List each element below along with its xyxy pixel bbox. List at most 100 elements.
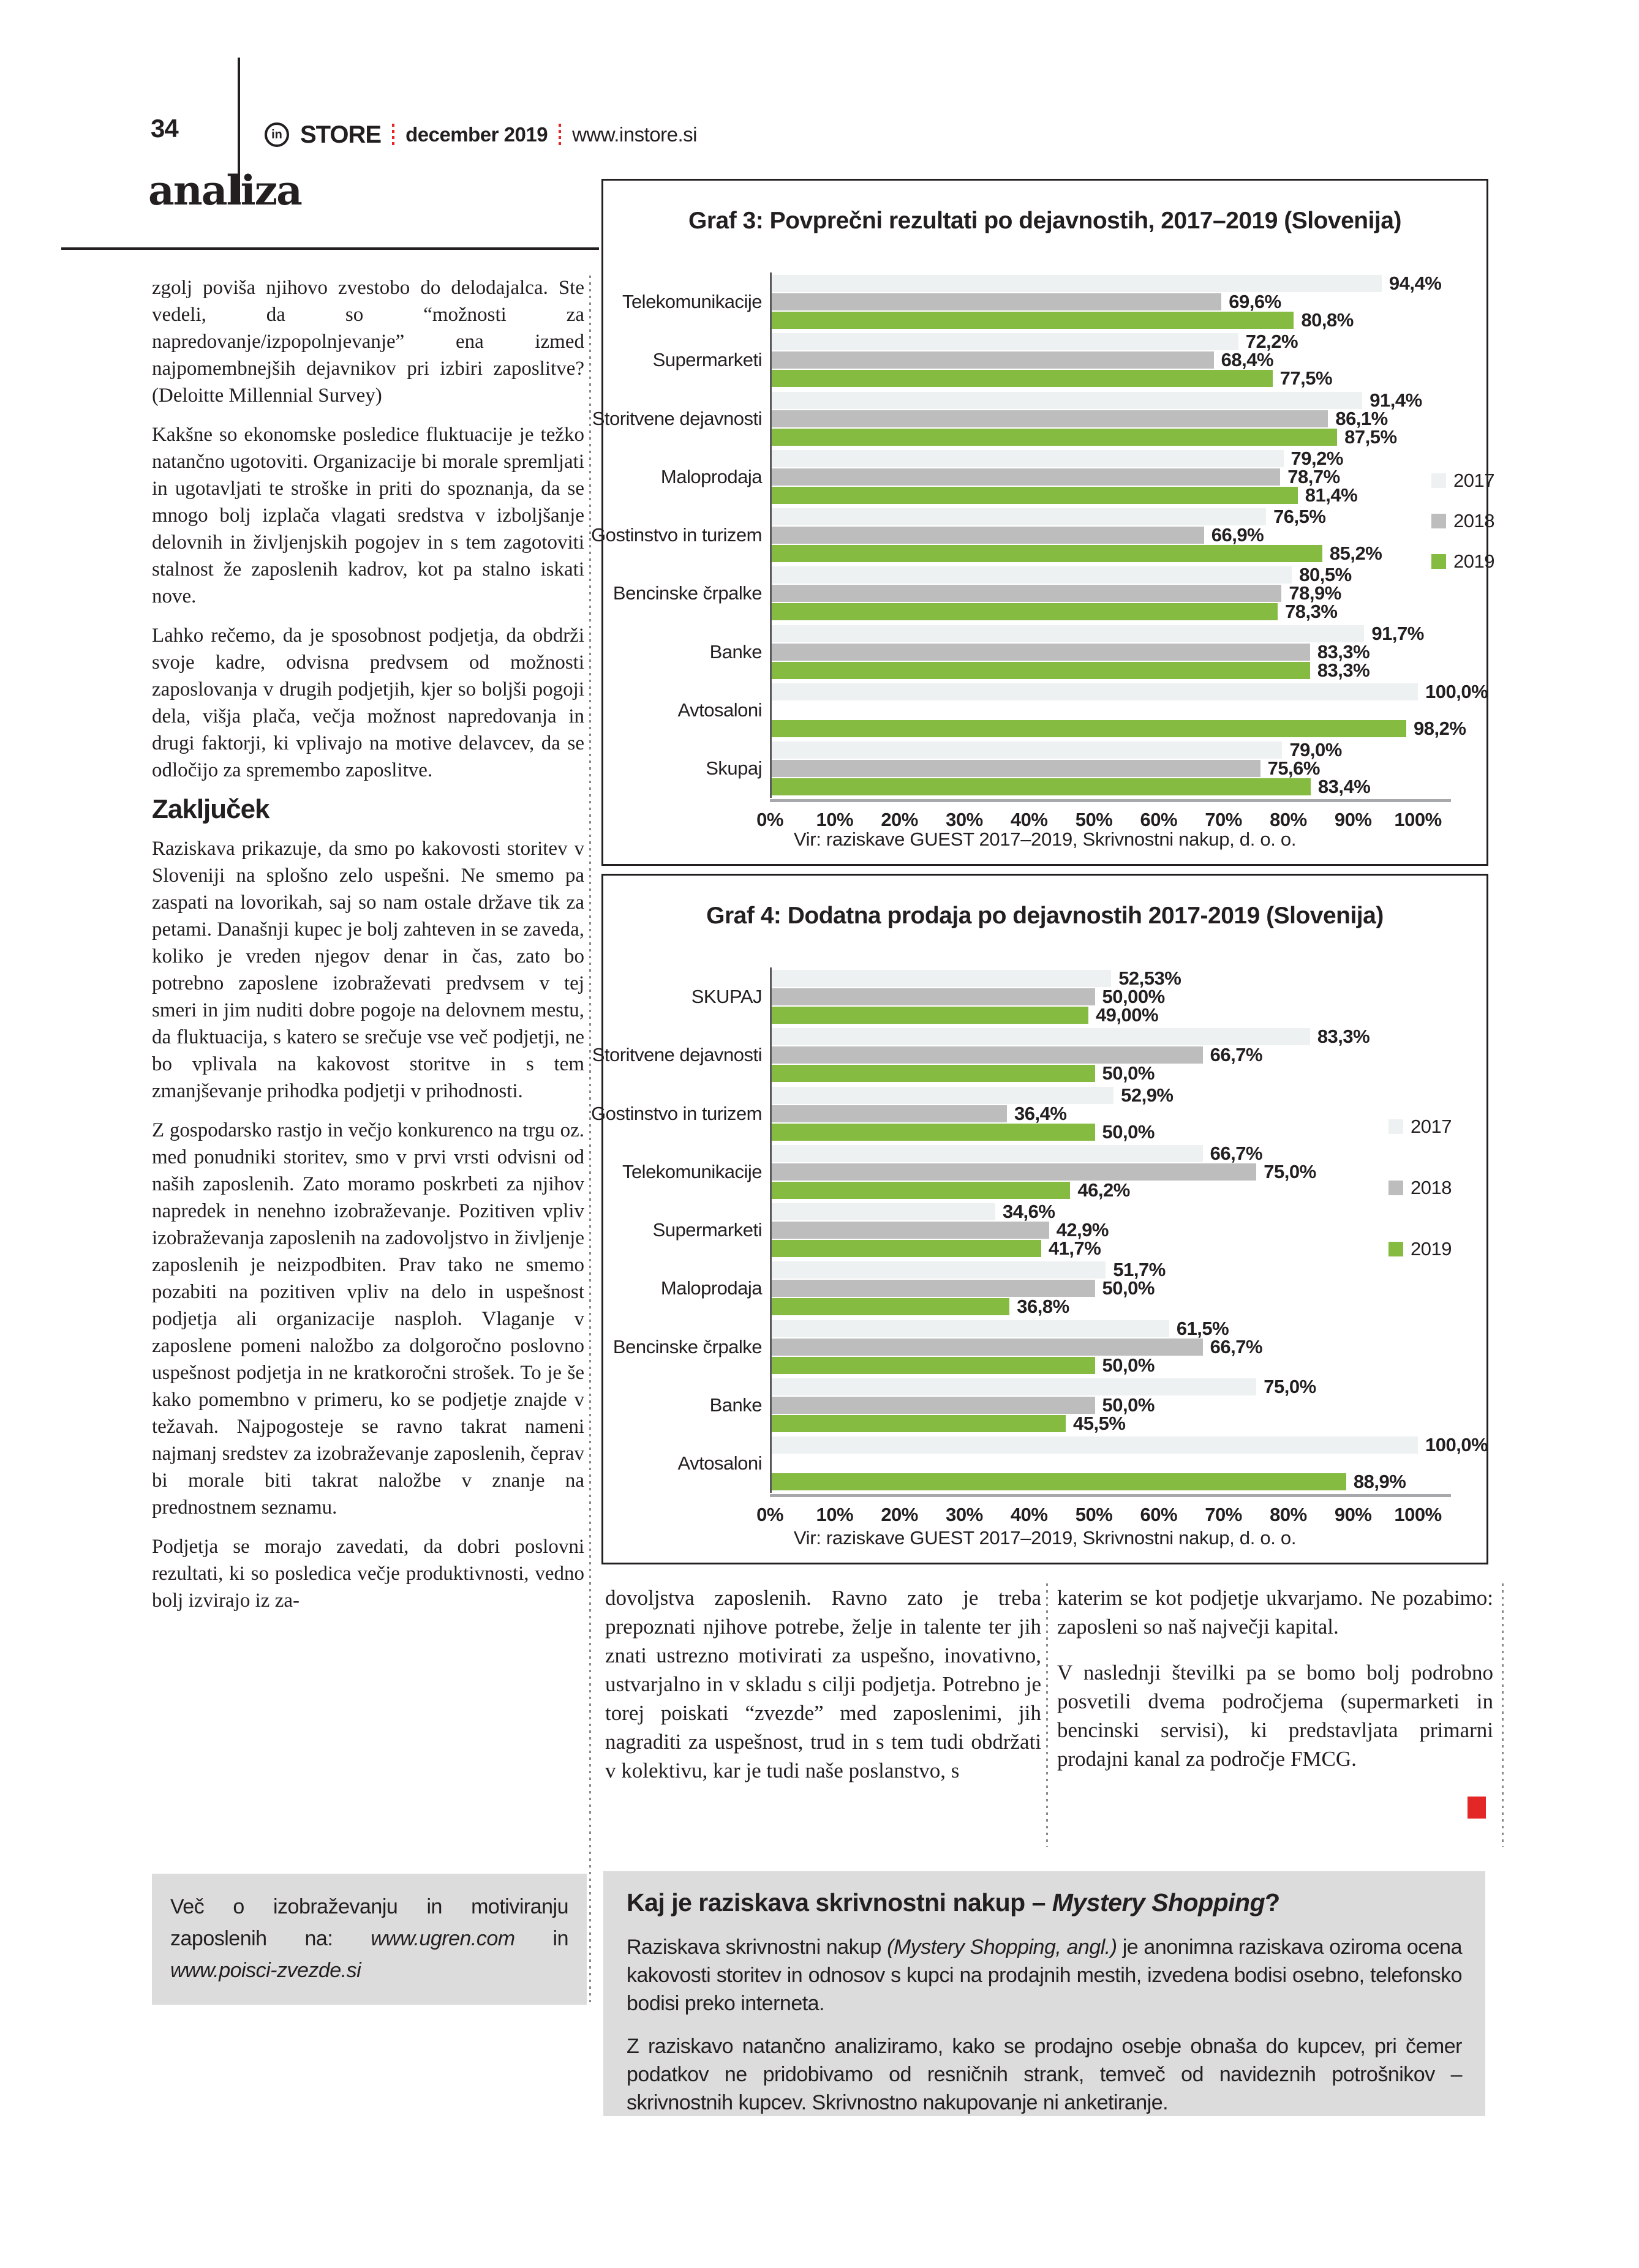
bar-row: 42,9% <box>772 1219 1418 1241</box>
bar-value-label: 46,2% <box>1077 1179 1130 1201</box>
bar-row: 52,53% <box>772 967 1418 989</box>
bar-row: 83,4% <box>772 776 1418 797</box>
category-label: Maloprodaja <box>660 465 763 487</box>
bar-row: 66,7% <box>772 1143 1418 1164</box>
bar-value-label: 86,1% <box>1335 407 1388 429</box>
box-text: je anonimna raziskava oziroma ocena kako… <box>627 1936 1463 2015</box>
axis-tick-label: 10% <box>816 1504 854 1525</box>
category-label: Avtosaloni <box>677 699 763 721</box>
info-url: www.ugren.com <box>371 1927 515 1950</box>
bar-row: 50,0% <box>772 1394 1418 1416</box>
bar-row: 79,0% <box>772 739 1418 760</box>
red-dotted-separator-icon <box>559 124 562 146</box>
bar-row: 87,5% <box>772 426 1418 448</box>
bar-2017 <box>772 449 1284 467</box>
x-axis-ticks: 0% 10% 20% 30% 40% 50% 60% 70% 80% 90% 100% <box>756 809 1442 836</box>
bar-value-label: 69,6% <box>1229 291 1281 312</box>
bar-row: 75,0% <box>772 1161 1418 1182</box>
bar-2019 <box>772 1181 1071 1199</box>
bar-2018 <box>772 643 1310 661</box>
chart-legend: 2017 2018 2019 <box>1431 470 1494 591</box>
bar-row: 69,6% <box>772 291 1418 312</box>
bar-2018 <box>772 293 1222 310</box>
bar-row: 50,0% <box>772 1277 1418 1299</box>
bar-2017 <box>772 742 1283 759</box>
bar-2018 <box>772 1046 1203 1064</box>
bar-2017 <box>772 1378 1257 1395</box>
paragraph: V naslednji številki pa se bomo bolj pod… <box>1057 1661 1493 1771</box>
section-title-rule <box>61 247 599 250</box>
bar-group: Supermarketi 72,2% 68,4% 77,5% <box>653 331 1418 389</box>
bar-row: 79,2% <box>772 447 1418 469</box>
bar-row: 80,8% <box>772 309 1418 331</box>
bar-value-label: 50,00% <box>1102 986 1166 1007</box>
axis-tick-label: 60% <box>1140 1504 1178 1525</box>
bar-2018 <box>772 527 1204 544</box>
paragraph: zgolj poviša njihovo zvestobo do delodaj… <box>152 277 584 407</box>
bar-2017 <box>772 391 1363 409</box>
bar-row: 50,0% <box>772 1062 1418 1084</box>
article-column-left: zgolj poviša njihovo zvestobo do delodaj… <box>152 274 584 1626</box>
bar-group: Gostinstvo in turizem 76,5% 66,9% 85,2% <box>591 506 1418 564</box>
site-url: www.instore.si <box>572 123 697 146</box>
bar-2019 <box>772 1065 1095 1083</box>
axis-tick-label: 10% <box>816 809 854 830</box>
bar-2017 <box>772 1203 996 1220</box>
bar-row: 46,2% <box>772 1179 1418 1201</box>
bar-row: 50,0% <box>772 1354 1418 1376</box>
axis-tick-label: 20% <box>881 809 918 830</box>
bar-group: Maloprodaja 79,2% 78,7% 81,4% <box>661 447 1418 506</box>
category-label: Supermarketi <box>652 349 763 371</box>
bar-2017 <box>772 970 1112 987</box>
x-axis-line <box>770 799 1451 802</box>
info-url: www.poisci-zvezde.si <box>170 1959 361 1982</box>
axis-tick-label: 70% <box>1205 1504 1242 1525</box>
bar-2019 <box>772 1123 1095 1141</box>
bar-group: Avtosaloni 100,0% 98,2% <box>678 681 1488 739</box>
bar-2019 <box>772 1007 1088 1024</box>
bar-2018 <box>772 1222 1049 1239</box>
bar-2018 <box>772 585 1282 603</box>
bar-value-label: 66,7% <box>1210 1044 1263 1066</box>
bar-2019 <box>772 428 1338 446</box>
category-label: Banke <box>709 1394 763 1416</box>
legend-swatch-2018 <box>1388 1181 1403 1195</box>
legend-label: 2018 <box>1453 510 1494 531</box>
chart-plot-area: Telekomunikacije 94,4% 69,6% 80,8% Supermark… <box>591 272 1488 798</box>
bar-row: 83,3% <box>772 659 1418 681</box>
bar-2017 <box>772 1144 1203 1162</box>
mystery-shopping-box: Kaj je raziskava skrivnostni nakup – Mys… <box>603 1871 1485 2116</box>
bar-row <box>772 1455 1418 1472</box>
bar-value-label: 98,2% <box>1414 717 1466 739</box>
bar-value-label: 36,8% <box>1017 1296 1069 1318</box>
bar-value-label: 75,6% <box>1267 757 1321 779</box>
bar-value-label: 66,9% <box>1211 524 1264 546</box>
chart-source: Vir: raziskave GUEST 2017–2019, Skrivnos… <box>793 828 1297 850</box>
bar-2017 <box>772 566 1292 584</box>
legend-swatch-2017 <box>1388 1119 1403 1134</box>
bar-row: 83,3% <box>772 641 1418 663</box>
bar-row: 88,9% <box>772 1471 1418 1492</box>
bar-2017 <box>772 508 1267 525</box>
axis-tick-label: 20% <box>881 1504 918 1525</box>
bar-value-label: 50,0% <box>1102 1062 1155 1084</box>
bar-value-label: 100,0% <box>1425 680 1488 702</box>
bar-value-label: 94,4% <box>1388 272 1442 294</box>
end-of-article-marker <box>1468 1797 1486 1819</box>
bar-row: 66,9% <box>772 524 1418 546</box>
bar-value-label: 79,2% <box>1290 447 1344 469</box>
category-label: Banke <box>709 640 763 663</box>
bar-value-label: 85,2% <box>1329 543 1382 564</box>
category-label: Storitvene dejavnosti <box>592 407 763 429</box>
bar-row: 45,5% <box>772 1413 1418 1434</box>
bar-value-label: 51,7% <box>1113 1259 1166 1281</box>
bar-row: 91,4% <box>772 389 1422 411</box>
education-info-box: Več o izobraževanju in motiviranju zapos… <box>152 1874 587 2005</box>
box-text: Raziskava skrivnostni nakup <box>627 1936 887 1959</box>
bar-row: 78,9% <box>772 582 1418 604</box>
category-label: Supermarketi <box>652 1219 763 1241</box>
bar-row <box>772 702 1418 719</box>
bar-row: 78,3% <box>772 601 1418 622</box>
bar-value-label: 87,5% <box>1344 426 1397 448</box>
